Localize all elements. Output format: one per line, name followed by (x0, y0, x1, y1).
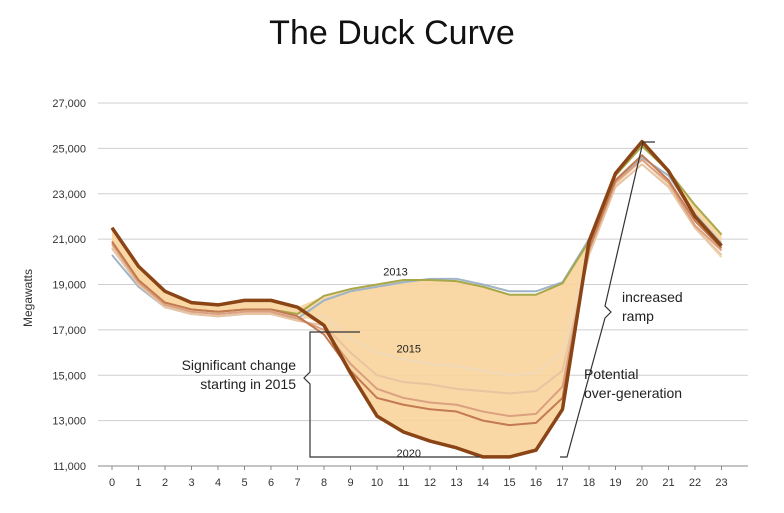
series-line-2016 (111, 163, 723, 395)
x-tick-label: 22 (689, 477, 701, 489)
annotation-increased-ramp: increased (622, 289, 683, 305)
x-tick-label: 10 (371, 477, 383, 489)
x-tick-label: 11 (398, 477, 409, 489)
series-line-2017 (111, 158, 723, 418)
axis-ticks: 11,000 13,000 15,000 17,000 19,000 21,000 23,0… (52, 98, 727, 489)
x-tick-label: 21 (662, 477, 674, 489)
x-tick-label: 18 (583, 477, 595, 489)
y-tick-label: 17,000 (52, 325, 86, 337)
fill-area (112, 141, 722, 457)
y-axis-label: Megawatts (21, 269, 35, 327)
x-tick-label: 16 (530, 477, 542, 489)
annotation-significant-change: starting in 2015 (200, 376, 296, 392)
x-tick-label: 2 (162, 477, 168, 489)
annotation-significant-change: Significant change (182, 357, 297, 373)
x-tick-label: 1 (135, 477, 141, 489)
x-tick-label: 20 (636, 477, 648, 489)
annotations: 2013 2015 2020 Significant change starting i… (182, 141, 683, 460)
annotation-over-generation: over-generation (584, 385, 682, 401)
x-tick-label: 12 (424, 477, 436, 489)
x-tick-label: 8 (321, 477, 327, 489)
over-generation-area (112, 141, 722, 457)
year-label-2015: 2015 (397, 344, 421, 356)
x-tick-label: 4 (215, 477, 221, 489)
x-tick-label: 0 (109, 477, 115, 489)
x-tick-label: 14 (477, 477, 489, 489)
year-label-2013: 2013 (383, 266, 407, 278)
bracket-increased-ramp (560, 141, 655, 458)
year-label-2020: 2020 (397, 448, 421, 460)
y-tick-label: 15,000 (52, 370, 86, 382)
x-tick-label: 7 (294, 477, 300, 489)
series-line-2018 (111, 154, 723, 427)
annotation-increased-ramp: ramp (622, 308, 654, 324)
bracket-significant-change (303, 331, 480, 458)
series-line-2020 (110, 139, 723, 459)
x-tick-label: 5 (241, 477, 247, 489)
chart-title: The Duck Curve (269, 14, 515, 52)
x-tick-label: 3 (188, 477, 194, 489)
y-tick-label: 21,000 (52, 234, 86, 246)
x-tick-label: 19 (609, 477, 621, 489)
y-tick-label: 27,000 (52, 98, 86, 110)
x-tick-label: 6 (268, 477, 274, 489)
x-tick-label: 17 (556, 477, 568, 489)
series-lines (110, 139, 723, 459)
x-tick-label: 23 (715, 477, 727, 489)
x-tick-label: 13 (450, 477, 462, 489)
y-tick-label: 19,000 (52, 280, 86, 292)
x-tick-label: 9 (347, 477, 353, 489)
x-tick-label: 15 (503, 477, 515, 489)
y-tick-label: 13,000 (52, 416, 86, 428)
y-tick-label: 11,000 (53, 461, 86, 473)
y-tick-label: 23,000 (52, 189, 86, 201)
y-tick-label: 25,000 (52, 143, 86, 155)
annotation-over-generation: Potential (584, 366, 638, 382)
